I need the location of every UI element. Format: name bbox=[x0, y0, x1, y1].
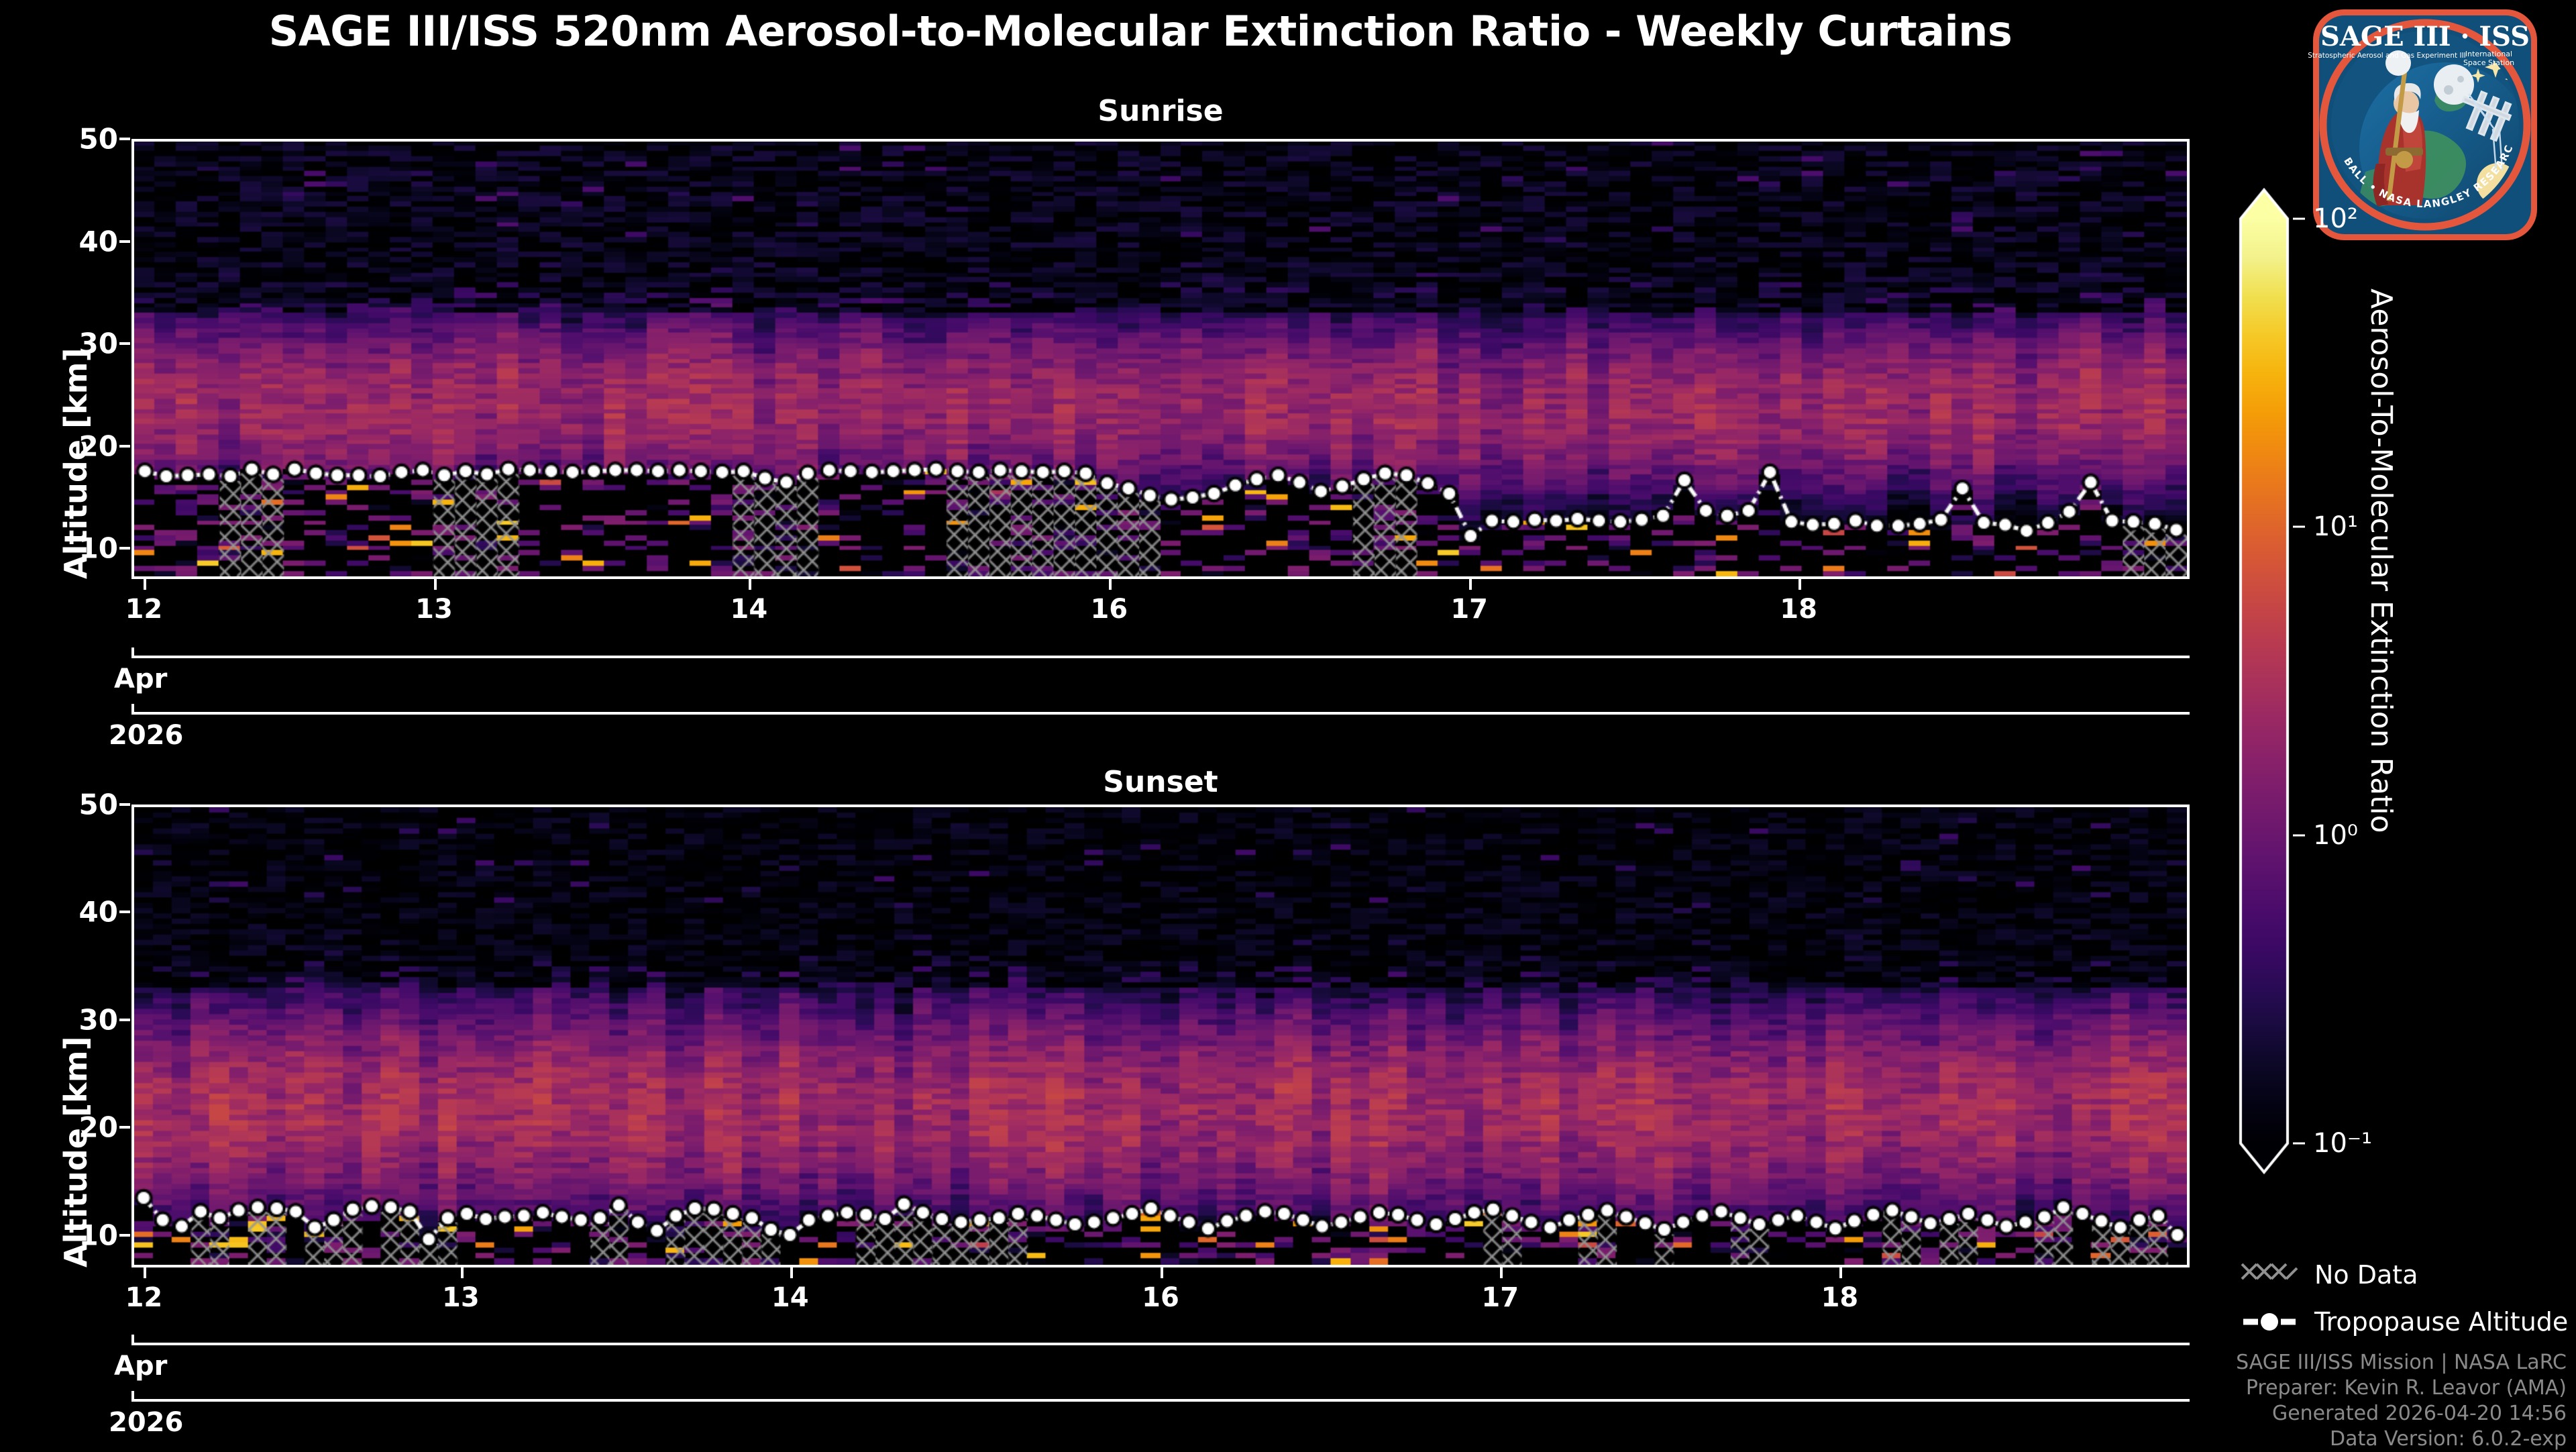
no-data-hatch-icon bbox=[2241, 1263, 2298, 1280]
xtick-mark bbox=[790, 1267, 793, 1278]
patch-title: SAGE III · ISS bbox=[2320, 21, 2530, 52]
xtick-mark bbox=[1799, 579, 1802, 590]
mission-patch-svg: SAGE III · ISS Stratospheric Aerosol and… bbox=[2296, 0, 2537, 240]
heatmap-canvas-sunrise bbox=[134, 142, 2187, 576]
xtick-mark bbox=[1109, 579, 1112, 590]
patch-subtitle-left: Stratospheric Aerosol and Gas Experiment… bbox=[2308, 52, 2466, 60]
panel-title-sunrise: Sunrise bbox=[1097, 94, 1224, 128]
patch-subtitle-right-1: International bbox=[2465, 50, 2512, 58]
month-level-rule bbox=[131, 1343, 2190, 1345]
ytick-label: 40 bbox=[78, 895, 118, 929]
ytick-mark bbox=[119, 138, 130, 140]
xtick-label-day: 14 bbox=[730, 594, 768, 625]
xtick-mark bbox=[460, 1267, 464, 1278]
ytick-mark bbox=[119, 803, 130, 806]
ytick-mark bbox=[119, 342, 130, 346]
ytick-label: 10 bbox=[78, 1218, 118, 1252]
legend-item-no-data[interactable]: No Data bbox=[2241, 1260, 2418, 1290]
tropopause-line-icon bbox=[2243, 1313, 2296, 1331]
month-level-tick bbox=[131, 1335, 134, 1344]
ytick-label: 50 bbox=[78, 788, 118, 821]
month-level-tick bbox=[131, 647, 134, 657]
xtick-label-day: 13 bbox=[415, 594, 453, 625]
colorbar-tick-mark bbox=[2293, 834, 2305, 837]
colorbar-tick-label: 10⁻¹ bbox=[2313, 1128, 2373, 1159]
colorbar-tick-label: 10¹ bbox=[2313, 511, 2358, 543]
xtick-label-day: 12 bbox=[125, 1282, 163, 1313]
ytick-label: 20 bbox=[78, 429, 118, 463]
xtick-label-day: 16 bbox=[1142, 1282, 1179, 1313]
ytick-label: 10 bbox=[78, 531, 118, 565]
xaxis-year-label: 2026 bbox=[109, 1407, 184, 1438]
ytick-label: 20 bbox=[78, 1110, 118, 1144]
heatmap-sunrise[interactable] bbox=[131, 139, 2190, 579]
page-title: SAGE III/ISS 520nm Aerosol-to-Molecular … bbox=[268, 7, 2012, 56]
xaxis-month-label: Apr bbox=[114, 1351, 168, 1382]
colorbar-tick-mark bbox=[2293, 217, 2305, 220]
footer-line-1: SAGE III/ISS Mission | NASA LaRC bbox=[2236, 1351, 2567, 1374]
xtick-mark bbox=[1161, 1267, 1163, 1278]
xtick-mark bbox=[749, 579, 752, 590]
year-level-rule bbox=[131, 712, 2190, 715]
patch-subtitle-right-2: Space Station bbox=[2463, 58, 2514, 67]
xtick-label-day: 17 bbox=[1450, 594, 1489, 625]
colorbar-tick-mark bbox=[2293, 525, 2305, 528]
ytick-label: 40 bbox=[78, 225, 118, 258]
legend-item-tropopause[interactable]: Tropopause Altitude bbox=[2241, 1307, 2568, 1337]
xtick-mark bbox=[144, 579, 147, 590]
colorbar-tick-mark bbox=[2293, 1142, 2305, 1145]
xaxis-year-label: 2026 bbox=[109, 720, 184, 751]
ytick-label: 30 bbox=[78, 327, 118, 360]
colorbar-tick-label: 10² bbox=[2313, 203, 2358, 234]
xtick-label-day: 18 bbox=[1780, 594, 1817, 625]
legend-label-no-data: No Data bbox=[2314, 1260, 2418, 1290]
xtick-mark bbox=[1500, 1267, 1503, 1278]
xtick-label-day: 13 bbox=[442, 1282, 480, 1313]
colorbar-label: Aerosol-To-Molecular Extinction Ratio bbox=[2364, 289, 2398, 833]
colorbar-gradient bbox=[2234, 188, 2294, 1174]
heatmap-canvas-sunset bbox=[134, 807, 2187, 1265]
ytick-mark bbox=[119, 911, 130, 914]
year-level-tick bbox=[131, 704, 134, 713]
xtick-label-day: 17 bbox=[1481, 1282, 1519, 1313]
panel-title-sunset: Sunset bbox=[1103, 765, 1218, 799]
year-level-rule bbox=[131, 1399, 2190, 1402]
footer-line-4: Data Version: 6.0.2-exp bbox=[2329, 1427, 2567, 1451]
colorbar-tick-label: 10⁰ bbox=[2313, 819, 2358, 851]
year-level-tick bbox=[131, 1391, 134, 1400]
ytick-mark bbox=[119, 240, 130, 243]
ytick-label: 50 bbox=[78, 122, 118, 156]
xtick-mark bbox=[1469, 579, 1472, 590]
xtick-label-day: 14 bbox=[771, 1282, 809, 1313]
footer-credits: SAGE III/ISS Mission | NASA LaRC Prepare… bbox=[2236, 1350, 2567, 1452]
ytick-mark bbox=[119, 444, 130, 448]
heatmap-sunset[interactable] bbox=[131, 805, 2190, 1267]
month-level-rule bbox=[131, 656, 2190, 658]
xtick-label-day: 12 bbox=[125, 594, 163, 625]
xtick-mark bbox=[144, 1267, 147, 1278]
ytick-label: 30 bbox=[78, 1003, 118, 1037]
xaxis-month-label: Apr bbox=[114, 664, 168, 694]
xtick-label-day: 18 bbox=[1821, 1282, 1859, 1313]
ytick-mark bbox=[119, 1233, 130, 1237]
colorbar[interactable]: 10² 10¹ 10⁰ 10⁻¹ Aerosol-To-Molecular Extin… bbox=[2234, 188, 2516, 1174]
ytick-mark bbox=[119, 1126, 130, 1129]
ytick-mark bbox=[119, 1018, 130, 1021]
xtick-mark bbox=[1839, 1267, 1843, 1278]
xtick-label-day: 16 bbox=[1090, 594, 1128, 625]
xtick-mark bbox=[433, 579, 437, 590]
ytick-mark bbox=[119, 547, 130, 550]
footer-line-3: Generated 2026-04-20 14:56 bbox=[2271, 1402, 2567, 1425]
legend-label-tropopause: Tropopause Altitude bbox=[2314, 1307, 2569, 1337]
sage-iii-iss-mission-patch: SAGE III · ISS Stratospheric Aerosol and… bbox=[2296, 0, 2549, 246]
footer-line-2: Preparer: Kevin R. Leavor (AMA) bbox=[2245, 1376, 2567, 1400]
